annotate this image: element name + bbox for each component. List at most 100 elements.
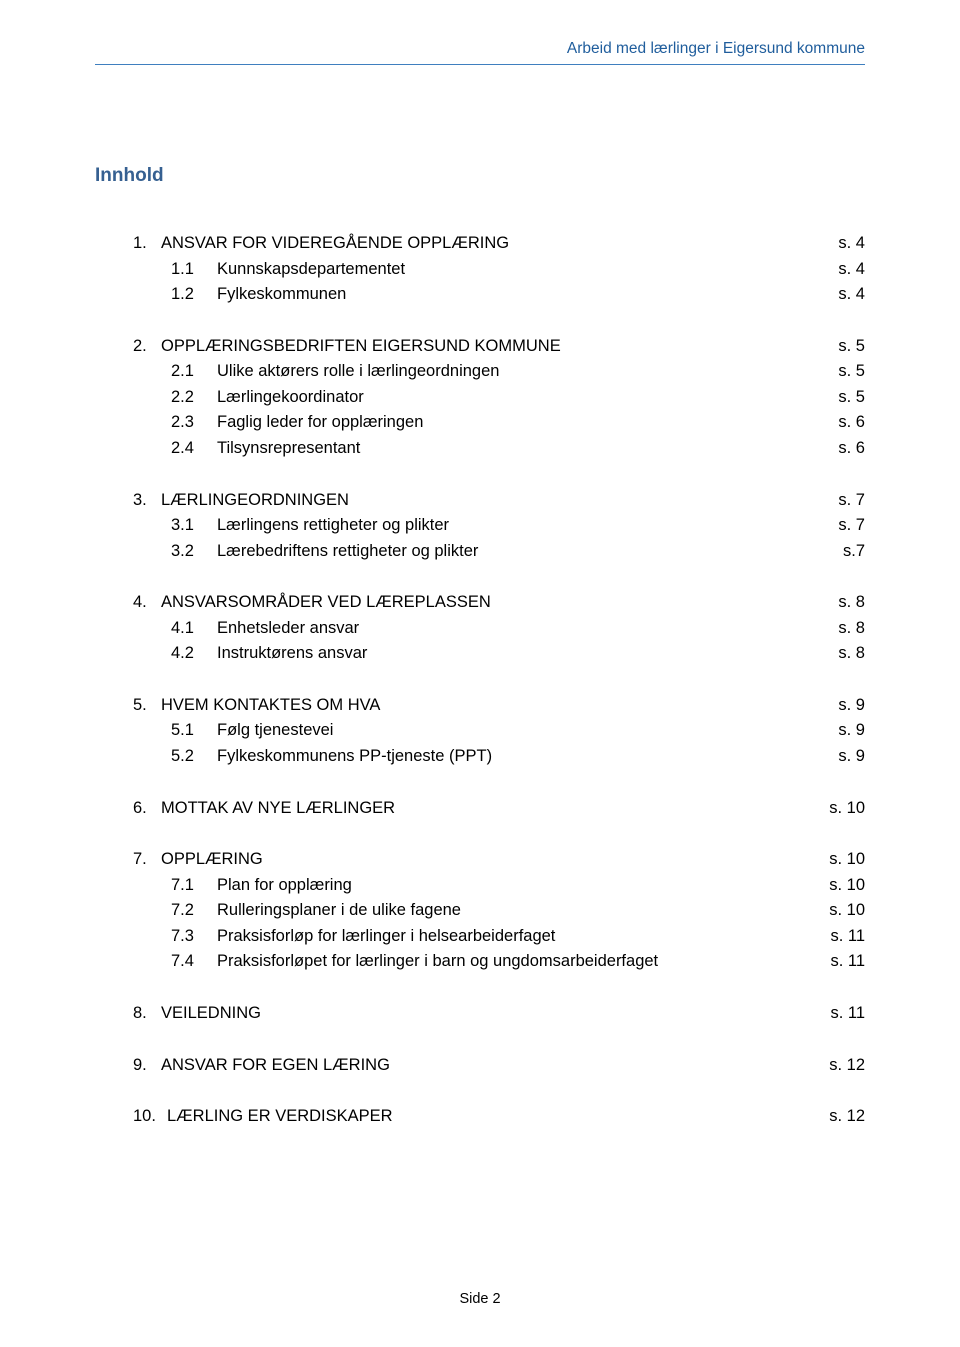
toc-number: 2.2 [171, 385, 217, 411]
toc-page: s. 10 [819, 898, 865, 924]
toc-number: 3.1 [171, 513, 217, 539]
toc-number: 3. [133, 488, 161, 514]
toc-text: VEILEDNING [161, 1001, 820, 1027]
toc-number: 10. [133, 1104, 167, 1130]
toc-section: 7. OPPLÆRING s. 10 7.1 Plan for opplærin… [95, 847, 865, 975]
toc-entry-level1: 8. VEILEDNING s. 11 [95, 1001, 865, 1027]
toc-entry-level2: 7.4 Praksisforløpet for lærlinger i barn… [95, 949, 865, 975]
toc-entry-level2: 1.2 Fylkeskommunen s. 4 [95, 282, 865, 308]
toc-page: s. 8 [828, 641, 865, 667]
toc-section: 6. MOTTAK AV NYE LÆRLINGER s. 10 [95, 796, 865, 822]
toc-entry-level2: 7.3 Praksisforløp for lærlinger i helsea… [95, 924, 865, 950]
toc-number: 9. [133, 1053, 161, 1079]
toc-text: Praksisforløpet for lærlinger i barn og … [217, 949, 820, 975]
toc-entry-level2: 2.2 Lærlingekoordinator s. 5 [95, 385, 865, 411]
toc-number: 7.3 [171, 924, 217, 950]
toc-text: Fylkeskommunen [217, 282, 828, 308]
toc-entry-level1: 4. ANSVARSOMRÅDER VED LÆREPLASSEN s. 8 [95, 590, 865, 616]
toc-entry-level2: 5.1 Følg tjenestevei s. 9 [95, 718, 865, 744]
toc-number: 3.2 [171, 539, 217, 565]
toc-text: OPPLÆRINGSBEDRIFTEN EIGERSUND KOMMUNE [161, 334, 828, 360]
toc-number: 2. [133, 334, 161, 360]
toc-number: 7.1 [171, 873, 217, 899]
toc-number: 7. [133, 847, 161, 873]
toc-text: Praksisforløp for lærlinger i helsearbei… [217, 924, 820, 950]
toc-entry-level2: 2.1 Ulike aktørers rolle i lærlingeordni… [95, 359, 865, 385]
toc-page: s. 8 [828, 590, 865, 616]
toc-text: Enhetsleder ansvar [217, 616, 828, 642]
toc-entry-level1: 9. ANSVAR FOR EGEN LÆRING s. 12 [95, 1053, 865, 1079]
toc-number: 1.1 [171, 257, 217, 283]
toc-entry-level1: 2. OPPLÆRINGSBEDRIFTEN EIGERSUND KOMMUNE… [95, 334, 865, 360]
toc-text: Lærebedriftens rettigheter og plikter [217, 539, 833, 565]
table-of-contents: 1. ANSVAR FOR VIDEREGÅENDE OPPLÆRING s. … [95, 231, 865, 1130]
toc-page: s. 9 [828, 693, 865, 719]
toc-number: 7.2 [171, 898, 217, 924]
toc-page: s. 5 [828, 385, 865, 411]
toc-number: 4.2 [171, 641, 217, 667]
toc-entry-level1: 6. MOTTAK AV NYE LÆRLINGER s. 10 [95, 796, 865, 822]
toc-page: s. 11 [820, 949, 865, 975]
toc-section: 3. LÆRLINGEORDNINGEN s. 7 3.1 Lærlingens… [95, 488, 865, 565]
toc-section: 4. ANSVARSOMRÅDER VED LÆREPLASSEN s. 8 4… [95, 590, 865, 667]
toc-page: s. 6 [828, 436, 865, 462]
toc-text: Følg tjenestevei [217, 718, 828, 744]
toc-number: 5.1 [171, 718, 217, 744]
toc-text: Fylkeskommunens PP-tjeneste (PPT) [217, 744, 828, 770]
toc-text: Plan for opplæring [217, 873, 819, 899]
toc-page: s. 5 [828, 359, 865, 385]
toc-text: ANSVAR FOR EGEN LÆRING [161, 1053, 819, 1079]
toc-number: 5.2 [171, 744, 217, 770]
toc-number: 2.4 [171, 436, 217, 462]
toc-page: s.7 [833, 539, 865, 565]
toc-text: Kunnskapsdepartementet [217, 257, 828, 283]
toc-text: ANSVAR FOR VIDEREGÅENDE OPPLÆRING [161, 231, 828, 257]
toc-page: s. 12 [819, 1104, 865, 1130]
toc-text: MOTTAK AV NYE LÆRLINGER [161, 796, 819, 822]
toc-page: s. 5 [828, 334, 865, 360]
toc-number: 4. [133, 590, 161, 616]
toc-number: 4.1 [171, 616, 217, 642]
toc-page: s. 6 [828, 410, 865, 436]
toc-text: Lærlingens rettigheter og plikter [217, 513, 828, 539]
toc-text: OPPLÆRING [161, 847, 819, 873]
toc-page: s. 10 [819, 796, 865, 822]
toc-page: s. 4 [828, 231, 865, 257]
toc-entry-level2: 5.2 Fylkeskommunens PP-tjeneste (PPT) s.… [95, 744, 865, 770]
toc-entry-level1: 5. HVEM KONTAKTES OM HVA s. 9 [95, 693, 865, 719]
toc-page: s. 10 [819, 847, 865, 873]
toc-entry-level2: 4.2 Instruktørens ansvar s. 8 [95, 641, 865, 667]
toc-page: s. 4 [828, 257, 865, 283]
toc-title: Innhold [95, 165, 865, 187]
content-area: Innhold 1. ANSVAR FOR VIDEREGÅENDE OPPLÆ… [95, 65, 865, 1291]
toc-page: s. 9 [828, 744, 865, 770]
toc-text: HVEM KONTAKTES OM HVA [161, 693, 828, 719]
toc-entry-level1: 1. ANSVAR FOR VIDEREGÅENDE OPPLÆRING s. … [95, 231, 865, 257]
toc-page: s. 11 [820, 924, 865, 950]
toc-text: Faglig leder for opplæringen [217, 410, 828, 436]
toc-entry-level1: 3. LÆRLINGEORDNINGEN s. 7 [95, 488, 865, 514]
toc-page: s. 11 [820, 1001, 865, 1027]
toc-number: 6. [133, 796, 161, 822]
toc-text: Lærlingekoordinator [217, 385, 828, 411]
toc-number: 8. [133, 1001, 161, 1027]
toc-number: 1.2 [171, 282, 217, 308]
toc-section: 2. OPPLÆRINGSBEDRIFTEN EIGERSUND KOMMUNE… [95, 334, 865, 462]
toc-entry-level2: 2.4 Tilsynsrepresentant s. 6 [95, 436, 865, 462]
toc-entry-level2: 4.1 Enhetsleder ansvar s. 8 [95, 616, 865, 642]
toc-section: 10. LÆRLING ER VERDISKAPER s. 12 [95, 1104, 865, 1130]
toc-page: s. 7 [828, 488, 865, 514]
document-page: Arbeid med lærlinger i Eigersund kommune… [0, 0, 960, 1347]
toc-number: 2.1 [171, 359, 217, 385]
toc-entry-level1: 10. LÆRLING ER VERDISKAPER s. 12 [95, 1104, 865, 1130]
toc-entry-level2: 1.1 Kunnskapsdepartementet s. 4 [95, 257, 865, 283]
toc-entry-level2: 2.3 Faglig leder for opplæringen s. 6 [95, 410, 865, 436]
toc-page: s. 12 [819, 1053, 865, 1079]
toc-page: s. 8 [828, 616, 865, 642]
toc-entry-level2: 7.1 Plan for opplæring s. 10 [95, 873, 865, 899]
toc-page: s. 9 [828, 718, 865, 744]
toc-text: Tilsynsrepresentant [217, 436, 828, 462]
toc-text: Instruktørens ansvar [217, 641, 828, 667]
toc-number: 5. [133, 693, 161, 719]
toc-section: 1. ANSVAR FOR VIDEREGÅENDE OPPLÆRING s. … [95, 231, 865, 308]
